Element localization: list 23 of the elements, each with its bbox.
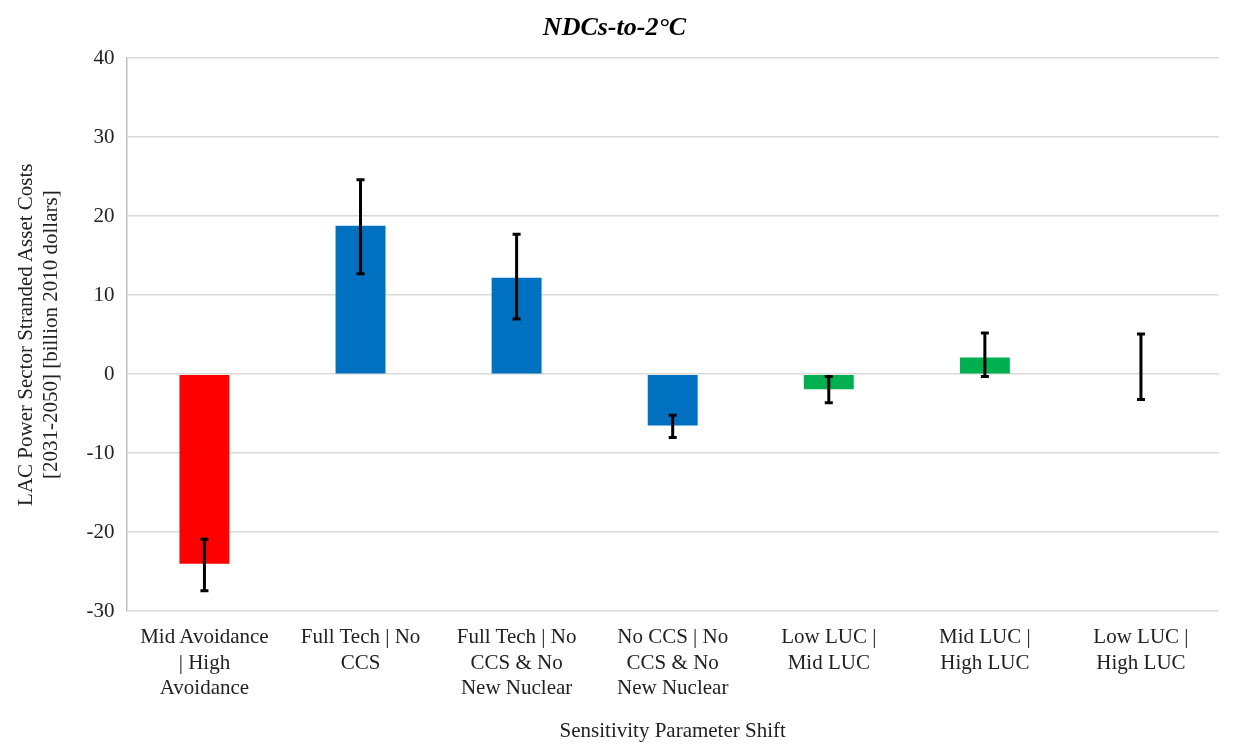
x-tick-label: Low LUC | Mid LUC xyxy=(781,624,877,674)
y-tick-label: -30 xyxy=(86,597,115,622)
y-tick-label: 10 xyxy=(93,281,115,306)
y-tick-label: 40 xyxy=(93,44,115,69)
x-axis-title: Sensitivity Parameter Shift xyxy=(559,717,787,742)
y-tick-label: 20 xyxy=(93,202,115,227)
x-tick-label: Mid Avoidance | High Avoidance xyxy=(140,624,269,699)
x-tick-label: Full Tech | No CCS & No New Nuclear xyxy=(456,624,577,699)
y-tick-label: 0 xyxy=(103,360,115,385)
bar xyxy=(179,374,230,564)
x-tick-label: Low LUC | High LUC xyxy=(1093,624,1189,674)
y-tick-label: 30 xyxy=(93,123,115,148)
chart-title: NDCs-to-2°C xyxy=(541,12,687,42)
x-tick-label: No CCS | No CCS & No New Nuclear xyxy=(617,624,729,699)
x-tick-label: Mid LUC | High LUC xyxy=(939,624,1031,674)
bar xyxy=(803,374,854,390)
bar xyxy=(335,225,386,374)
y-axis-title: LAC Power Sector Stranded Asset Costs [2031-2050] [billion 2010 dollars] xyxy=(13,163,63,506)
y-tick-label: -20 xyxy=(86,518,115,543)
bar xyxy=(491,277,542,374)
bar xyxy=(647,374,698,426)
y-tick-label: -10 xyxy=(86,439,115,464)
x-tick-label: Full Tech | No CCS xyxy=(300,624,421,674)
